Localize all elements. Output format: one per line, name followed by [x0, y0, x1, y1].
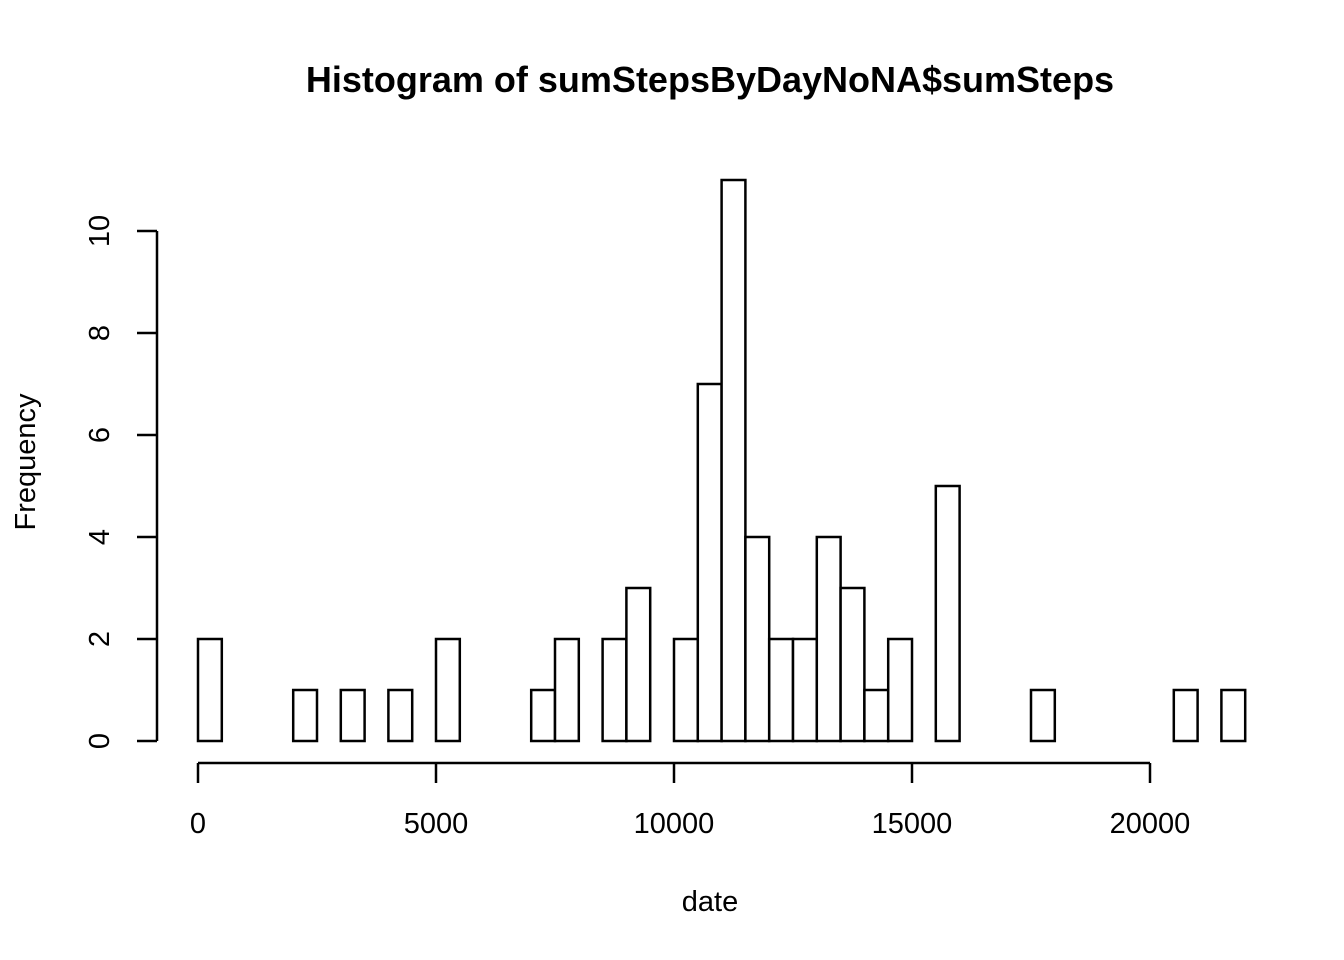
- x-tick-label: 5000: [404, 808, 469, 840]
- histogram-bar: [339, 688, 366, 743]
- histogram-bar: [1220, 688, 1247, 743]
- histogram-bar: [767, 637, 795, 743]
- histogram-bar: [791, 637, 819, 743]
- histogram-bar: [934, 484, 961, 743]
- x-tick-label: 10000: [634, 808, 715, 840]
- histogram-bar: [387, 688, 414, 743]
- y-tick-label: 4: [84, 529, 116, 545]
- y-tick-label: 2: [84, 631, 116, 647]
- y-axis: 0 2 4 6 8 10: [84, 215, 159, 749]
- histogram-bar: [196, 637, 224, 743]
- y-tick-label: 6: [84, 427, 116, 443]
- histogram-bar: [720, 178, 747, 743]
- histogram-bars: [196, 178, 1247, 743]
- histogram-bar: [529, 688, 557, 743]
- histogram-bar: [863, 688, 890, 743]
- y-tick-label: 8: [84, 325, 116, 341]
- histogram-bar: [672, 637, 700, 743]
- y-tick-label: 10: [84, 215, 116, 247]
- histogram-bar: [886, 637, 914, 743]
- histogram-bar: [1172, 688, 1199, 743]
- x-axis-label: date: [682, 886, 738, 918]
- x-tick-label: 15000: [872, 808, 953, 840]
- histogram-bar: [696, 382, 723, 743]
- histogram-bar: [625, 586, 652, 743]
- x-tick-label: 0: [190, 808, 206, 840]
- histogram-bar: [744, 535, 771, 743]
- histogram-bar: [601, 637, 628, 743]
- histogram-bar: [1029, 688, 1057, 743]
- x-axis: 0 5000 10000 15000 20000: [190, 761, 1191, 840]
- y-axis-label: Frequency: [10, 393, 42, 531]
- histogram-bar: [291, 688, 319, 743]
- histogram-bar: [839, 586, 866, 743]
- x-tick-label: 20000: [1110, 808, 1191, 840]
- histogram-bar: [815, 535, 842, 743]
- y-tick-label: 0: [84, 733, 116, 749]
- histogram-bar: [553, 637, 581, 743]
- histogram-bar: [434, 637, 462, 743]
- chart-title: Histogram of sumStepsByDayNoNA$sumSteps: [306, 59, 1114, 100]
